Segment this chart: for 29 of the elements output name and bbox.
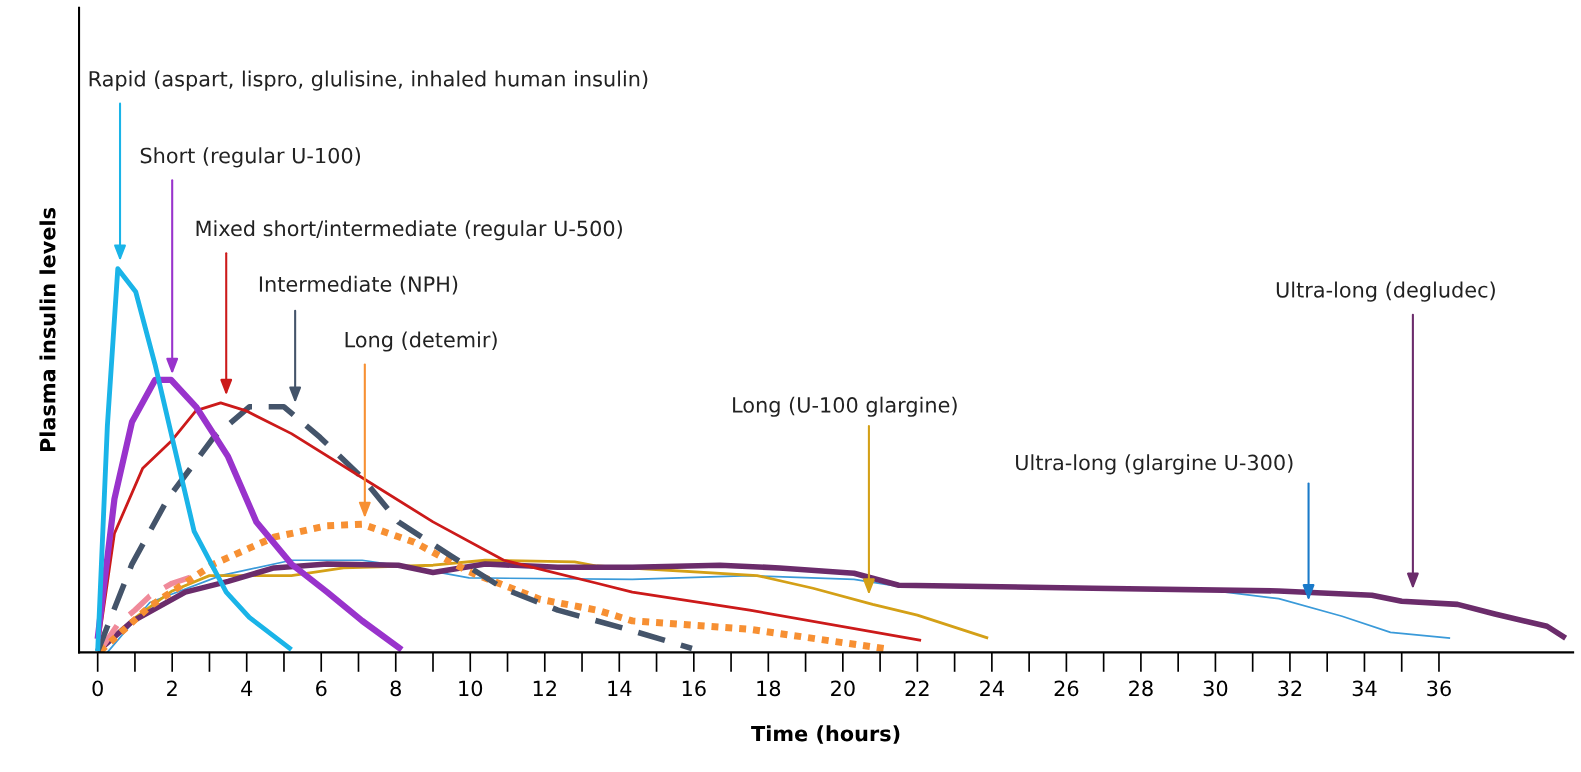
annotation: Intermediate (NPH) xyxy=(259,275,458,295)
text: Mixed short/intermediate (regular U-500) xyxy=(196,220,622,241)
x-tick-label: 12 xyxy=(533,680,556,696)
x-tick-label: 30 xyxy=(1203,680,1228,697)
annotation: Long (detemir) xyxy=(345,331,497,352)
x-tick-label: 20 xyxy=(831,680,855,697)
x-tick-label: 14 xyxy=(608,680,632,696)
x-tick-label: 34 xyxy=(1352,680,1377,697)
y-axis-title: Plasma insulin levels xyxy=(39,208,56,452)
x-tick-label: 0 xyxy=(92,680,103,697)
x-axis-title: Time (hours) xyxy=(751,725,900,744)
x-tick-label: 4 xyxy=(241,680,253,696)
x-tick-label: 24 xyxy=(980,680,1004,696)
x-tick-label: 6 xyxy=(316,680,327,697)
x-tick-label: 28 xyxy=(1129,680,1153,697)
annotation: Ultra-long (glargine U-300) xyxy=(1016,454,1293,475)
annotation: Ultra-long (degludec) xyxy=(1276,281,1495,302)
x-tick-label: 26 xyxy=(1054,680,1079,697)
x-tick-label: 36 xyxy=(1427,680,1451,697)
x-tick-label: 2 xyxy=(167,680,177,696)
annotation: Long (U-100 glargine) xyxy=(733,396,957,417)
x-tick-label: 22 xyxy=(905,680,929,696)
x-tick-label: 10 xyxy=(459,680,483,697)
x-tick-label: 18 xyxy=(757,680,781,697)
x-tick-label: 16 xyxy=(682,680,706,697)
x-tick-label: 32 xyxy=(1278,680,1302,697)
text: Rapid (aspart, lispro, glulisine, inhaled human insulin) xyxy=(89,70,648,91)
text: Short (regular U-100) xyxy=(140,147,361,168)
x-tick-label: 8 xyxy=(390,680,401,697)
